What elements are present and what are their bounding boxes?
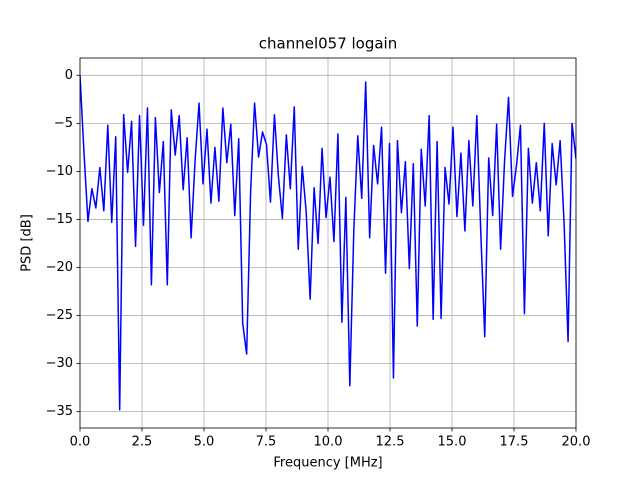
x-tick-label: 10.0 bbox=[314, 435, 343, 450]
plot-area bbox=[80, 75, 576, 411]
y-tick-label: −30 bbox=[46, 356, 73, 371]
data-line bbox=[80, 75, 576, 411]
x-tick-label: 15.0 bbox=[438, 435, 467, 450]
y-tick-label: −5 bbox=[54, 116, 73, 131]
chart-title: channel057 logain bbox=[259, 35, 398, 53]
x-tick-label: 17.5 bbox=[500, 435, 529, 450]
grid bbox=[79, 58, 577, 428]
y-tick-label: −25 bbox=[46, 308, 73, 323]
x-axis-label: Frequency [MHz] bbox=[273, 456, 382, 471]
x-tick-label: 5.0 bbox=[194, 435, 215, 450]
x-tick-label: 7.5 bbox=[256, 435, 277, 450]
x-tick-label: 20.0 bbox=[562, 435, 591, 450]
x-tick-label: 2.5 bbox=[132, 435, 153, 450]
x-tick-label: 12.5 bbox=[376, 435, 405, 450]
y-tick-label: −10 bbox=[46, 164, 73, 179]
y-tick-label: −15 bbox=[46, 212, 73, 227]
x-tick-label: 0.0 bbox=[70, 435, 91, 450]
y-tick-label: −35 bbox=[46, 404, 73, 419]
y-tick-label: 0 bbox=[65, 68, 73, 83]
y-axis-label: PSD [dB] bbox=[20, 214, 35, 272]
y-tick-label: −20 bbox=[46, 260, 73, 275]
